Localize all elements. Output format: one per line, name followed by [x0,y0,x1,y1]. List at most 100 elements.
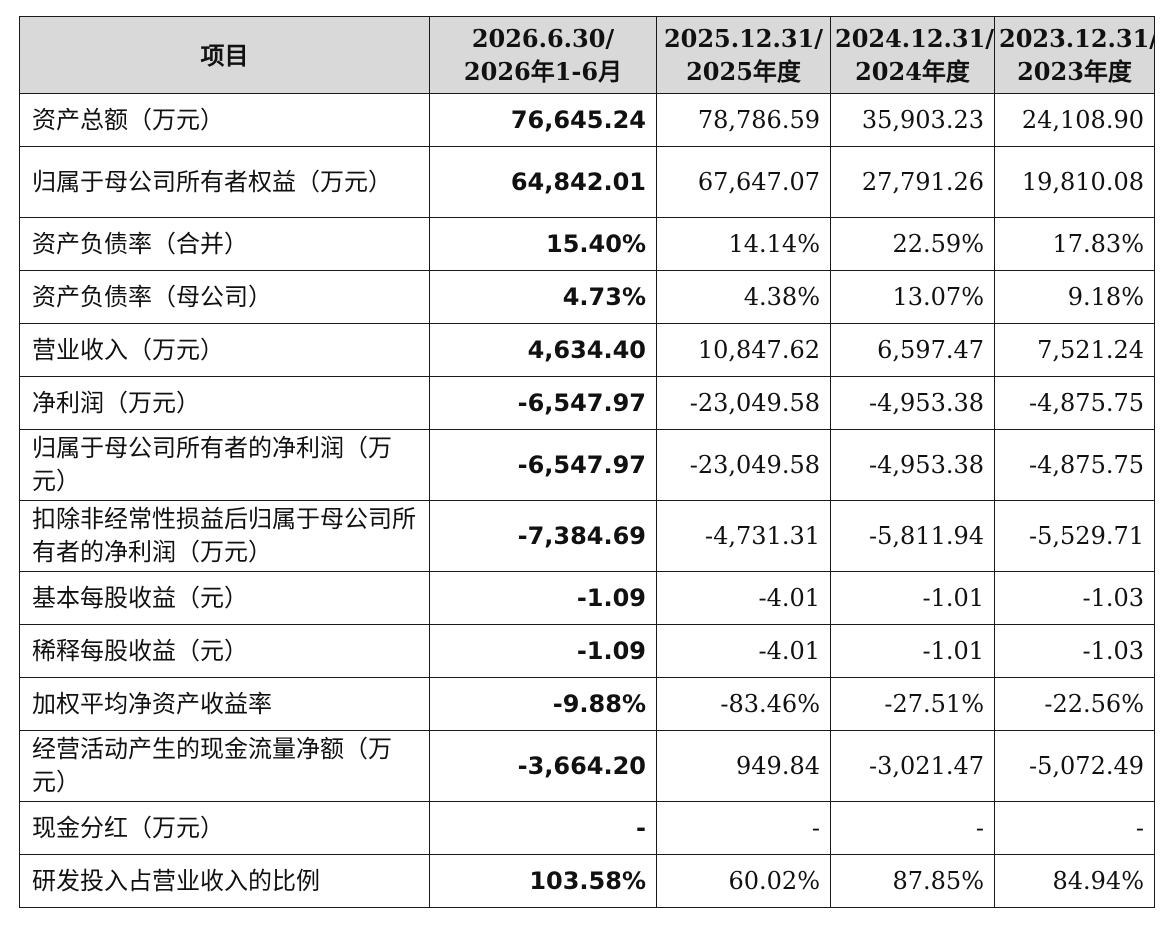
cell-value: -4.01 [656,624,831,678]
cell-value: 4,634.40 [429,323,657,377]
cell-value: -7,384.69 [429,500,657,572]
cell-value: 67,647.07 [656,146,831,218]
cell-value: 19,810.08 [994,146,1155,218]
row-label: 净利润（万元） [19,376,430,430]
header-period: 2026年1-6月 [463,57,623,86]
cell-value: -6,547.97 [429,429,657,501]
cell-value: 87.85% [830,854,995,908]
cell-value: 15.40% [429,217,657,271]
table-row: 扣除非经常性损益后归属于母公司所有者的净利润（万元） -7,384.69 -4,… [19,500,1155,572]
cell-value: 22.59% [830,217,995,271]
header-date: 2024.12.31/ [835,24,995,53]
cell-value: -23,049.58 [656,376,831,430]
cell-value: 4.38% [656,270,831,324]
row-label: 资产负债率（母公司） [19,270,430,324]
table-row: 净利润（万元） -6,547.97 -23,049.58 -4,953.38 -… [19,376,1155,430]
table-row: 加权平均净资产收益率 -9.88% -83.46% -27.51% -22.56… [19,677,1155,731]
row-label: 归属于母公司所有者的净利润（万元） [19,429,430,501]
cell-value: 76,645.24 [429,93,657,147]
header-period-2026h1: 2026.6.30/ 2026年1-6月 [429,16,657,94]
table-row: 现金分红（万元） - - - - [19,801,1155,855]
header-item: 项目 [19,16,430,94]
cell-value: -5,072.49 [994,730,1155,802]
cell-value: 10,847.62 [656,323,831,377]
cell-value: -1.09 [429,624,657,678]
header-period-2025: 2025.12.31/ 2025年度 [656,16,831,94]
cell-value: 7,521.24 [994,323,1155,377]
row-label: 稀释每股收益（元） [19,624,430,678]
cell-value: -4,953.38 [830,429,995,501]
cell-value: 17.83% [994,217,1155,271]
cell-value: 60.02% [656,854,831,908]
row-label: 资产总额（万元） [19,93,430,147]
cell-value: -4,731.31 [656,500,831,572]
cell-value: -4,953.38 [830,376,995,430]
header-date: 2026.6.30/ [471,24,615,53]
cell-value: - [429,801,657,855]
cell-value: 6,597.47 [830,323,995,377]
cell-value: 84.94% [994,854,1155,908]
table-row: 营业收入（万元） 4,634.40 10,847.62 6,597.47 7,5… [19,323,1155,377]
cell-value: -22.56% [994,677,1155,731]
cell-value: -4,875.75 [994,429,1155,501]
cell-value: -4,875.75 [994,376,1155,430]
cell-value: 24,108.90 [994,93,1155,147]
row-label: 营业收入（万元） [19,323,430,377]
header-item-label: 项目 [200,40,249,70]
cell-value: -27.51% [830,677,995,731]
cell-value: -1.03 [994,624,1155,678]
row-label: 加权平均净资产收益率 [19,677,430,731]
table-body: 资产总额（万元） 76,645.24 78,786.59 35,903.23 2… [19,93,1155,908]
table-row: 基本每股收益（元） -1.09 -4.01 -1.01 -1.03 [19,571,1155,625]
cell-value: 78,786.59 [656,93,831,147]
row-label: 研发投入占营业收入的比例 [19,854,430,908]
cell-value: -4.01 [656,571,831,625]
cell-value: -83.46% [656,677,831,731]
cell-value: -6,547.97 [429,376,657,430]
cell-value: - [994,801,1155,855]
cell-value: - [656,801,831,855]
table-row: 资产负债率（合并） 15.40% 14.14% 22.59% 17.83% [19,217,1155,271]
row-label: 经营活动产生的现金流量净额（万元） [19,730,430,802]
cell-value: 27,791.26 [830,146,995,218]
header-date: 2025.12.31/ [663,24,824,53]
row-label: 现金分红（万元） [19,801,430,855]
table-row: 资产负债率（母公司） 4.73% 4.38% 13.07% 9.18% [19,270,1155,324]
cell-value: -1.03 [994,571,1155,625]
row-label: 资产负债率（合并） [19,217,430,271]
cell-value: 949.84 [656,730,831,802]
table-row: 经营活动产生的现金流量净额（万元） -3,664.20 949.84 -3,02… [19,730,1155,802]
header-period: 2023年度 [1017,57,1132,86]
cell-value: -5,811.94 [830,500,995,572]
table-row: 稀释每股收益（元） -1.09 -4.01 -1.01 -1.03 [19,624,1155,678]
cell-value: -1.09 [429,571,657,625]
row-label: 扣除非经常性损益后归属于母公司所有者的净利润（万元） [19,500,430,572]
table-header: 项目 2026.6.30/ 2026年1-6月 2025.12.31/ 2025… [19,16,1155,94]
cell-value: 35,903.23 [830,93,995,147]
table-row: 归属于母公司所有者权益（万元） 64,842.01 67,647.07 27,7… [19,146,1155,218]
table-row: 资产总额（万元） 76,645.24 78,786.59 35,903.23 2… [19,93,1155,147]
table-row: 归属于母公司所有者的净利润（万元） -6,547.97 -23,049.58 -… [19,429,1155,501]
cell-value: 13.07% [830,270,995,324]
cell-value: -1.01 [830,571,995,625]
table-row: 研发投入占营业收入的比例 103.58% 60.02% 87.85% 84.94… [19,854,1155,908]
header-date: 2023.12.31/ [999,24,1155,53]
header-row: 项目 2026.6.30/ 2026年1-6月 2025.12.31/ 2025… [19,16,1155,94]
financial-summary-table: 项目 2026.6.30/ 2026年1-6月 2025.12.31/ 2025… [19,16,1155,908]
cell-value: -3,021.47 [830,730,995,802]
cell-value: 64,842.01 [429,146,657,218]
header-period-2024: 2024.12.31/ 2024年度 [830,16,995,94]
cell-value: - [830,801,995,855]
cell-value: 4.73% [429,270,657,324]
cell-value: -23,049.58 [656,429,831,501]
header-period-2023: 2023.12.31/ 2023年度 [994,16,1155,94]
row-label: 基本每股收益（元） [19,571,430,625]
row-label: 归属于母公司所有者权益（万元） [19,146,430,218]
cell-value: 103.58% [429,854,657,908]
cell-value: -1.01 [830,624,995,678]
cell-value: 9.18% [994,270,1155,324]
header-period: 2024年度 [855,57,970,86]
header-period: 2025年度 [686,57,801,86]
cell-value: 14.14% [656,217,831,271]
cell-value: -3,664.20 [429,730,657,802]
